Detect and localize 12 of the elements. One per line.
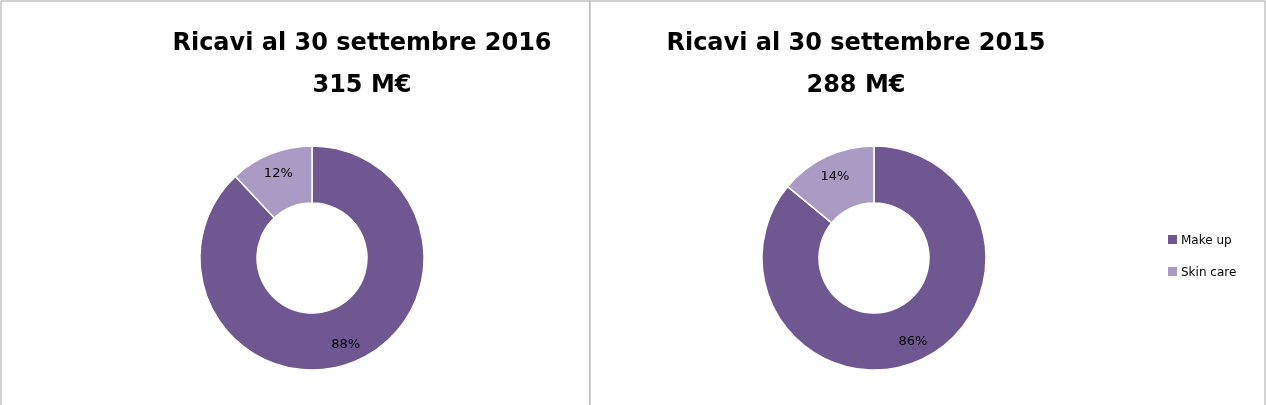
legend-label: Skin care bbox=[1181, 265, 1237, 279]
chart-subtitle: 288 M€ bbox=[806, 70, 906, 98]
data-label: 86% bbox=[898, 333, 928, 349]
legend-label: Make up bbox=[1181, 233, 1232, 247]
donut-slice bbox=[761, 145, 987, 371]
donut-slice bbox=[199, 145, 425, 371]
data-label: 14% bbox=[820, 167, 850, 183]
chart-title: Ricavi al 30 settembre 2015 bbox=[666, 28, 1046, 56]
chart-subtitle: 315 M€ bbox=[312, 70, 412, 98]
data-label: 12% bbox=[263, 165, 293, 181]
data-label: 88% bbox=[331, 335, 361, 351]
chart-title: Ricavi al 30 settembre 2016 bbox=[172, 28, 552, 56]
